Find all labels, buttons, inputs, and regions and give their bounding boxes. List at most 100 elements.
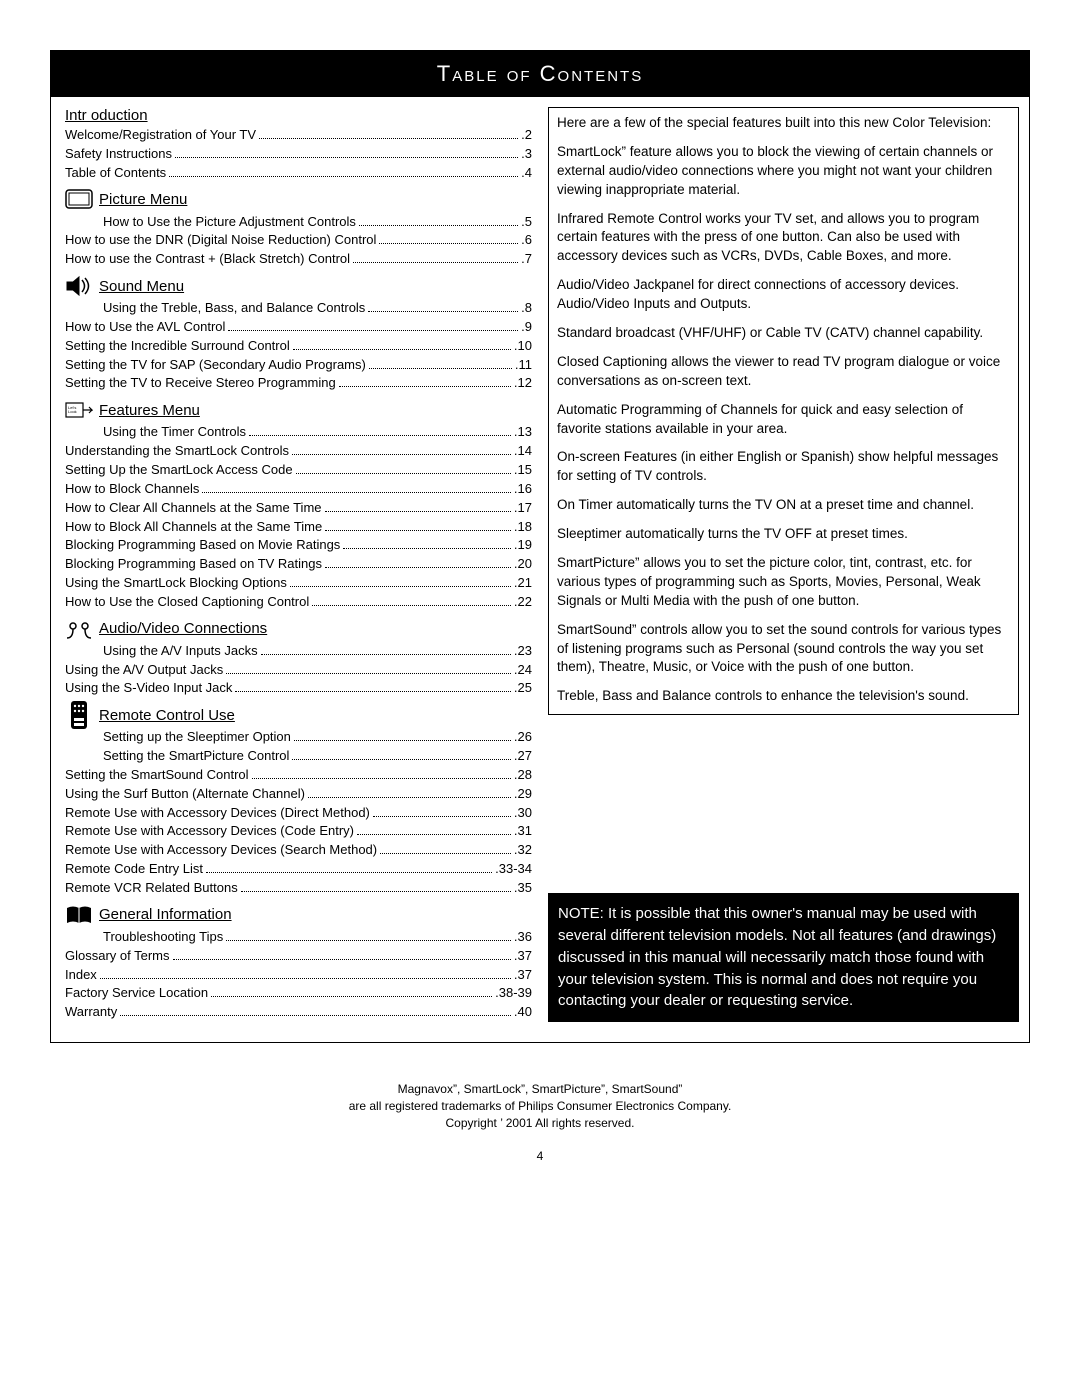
dot-leader: [173, 959, 511, 960]
toc-entry-title: Table of Contents: [65, 164, 166, 183]
dot-leader: [293, 349, 511, 350]
dot-leader: [261, 654, 511, 655]
feature-paragraph: Infrared Remote Control works your TV se…: [557, 210, 1010, 267]
toc-entry: Troubleshooting Tips.36: [65, 928, 532, 947]
toc-entry-title: Using the S-Video Input Jack: [65, 679, 232, 698]
toc-entry-page: .21: [514, 574, 532, 593]
toc-entry-page: .29: [514, 785, 532, 804]
feature-paragraph: Automatic Programming of Channels for qu…: [557, 401, 1010, 439]
dot-leader: [259, 138, 518, 139]
toc-entry-page: .25: [514, 679, 532, 698]
dot-leader: [343, 548, 511, 549]
look-icon: Let'sLook: [65, 399, 93, 421]
section-heading: Sound Menu: [65, 275, 532, 297]
toc-entry: How to Block Channels.16: [65, 480, 532, 499]
dot-leader: [368, 311, 518, 312]
cable-icon: [65, 618, 93, 640]
toc-entry-title: Remote VCR Related Buttons: [65, 879, 238, 898]
section-heading: Remote Control Use: [65, 704, 532, 726]
section-heading-text: General Information: [99, 906, 232, 923]
dot-leader: [100, 978, 511, 979]
feature-paragraph: Treble, Bass and Balance controls to enh…: [557, 687, 1010, 706]
toc-entry-page: .37: [514, 947, 532, 966]
toc-entry: Index .37: [65, 966, 532, 985]
toc-entry: How to Use the AVL Control.9: [65, 318, 532, 337]
dot-leader: [359, 225, 518, 226]
toc-entry-title: Setting Up the SmartLock Access Code: [65, 461, 293, 480]
trademark-footer: Magnavox”, SmartLock”, SmartPicture”, Sm…: [50, 1081, 1030, 1131]
section-heading-text: Remote Control Use: [99, 707, 235, 724]
toc-entry: Remote VCR Related Buttons .35: [65, 879, 532, 898]
toc-entry-page: .3: [521, 145, 532, 164]
section-heading: Let'sLookFeatures Menu: [65, 399, 532, 421]
section-heading-text: Sound Menu: [99, 278, 184, 295]
toc-entry: Glossary of Terms.37: [65, 947, 532, 966]
toc-entry-title: How to Use the AVL Control: [65, 318, 225, 337]
remote-icon: [65, 704, 93, 726]
note-box: NOTE: It is possible that this owner's m…: [548, 893, 1019, 1022]
dot-leader: [235, 691, 511, 692]
dot-leader: [290, 586, 511, 587]
toc-entry-page: .36: [514, 928, 532, 947]
toc-entry-page: .35: [514, 879, 532, 898]
svg-text:Look: Look: [68, 409, 77, 414]
toc-entry-page: .32: [514, 841, 532, 860]
title-bar: Table of Contents: [51, 51, 1029, 97]
toc-entry: Setting Up the SmartLock Access Code.15: [65, 461, 532, 480]
toc-entry: Using the S-Video Input Jack .25: [65, 679, 532, 698]
dot-leader: [228, 330, 518, 331]
toc-entry-title: Remote Code Entry List: [65, 860, 203, 879]
toc-entry-title: How to Clear All Channels at the Same Ti…: [65, 499, 322, 518]
toc-entry: Table of Contents .4: [65, 164, 532, 183]
toc-entry: Setting the TV to Receive Stereo Program…: [65, 374, 532, 393]
dot-leader: [380, 853, 511, 854]
toc-entry-page: .40: [514, 1003, 532, 1022]
toc-entry-page: .31: [514, 822, 532, 841]
toc-entry: Using the A/V Inputs Jacks.23: [65, 642, 532, 661]
toc-entry-title: Safety Instructions: [65, 145, 172, 164]
dot-leader: [206, 872, 492, 873]
toc-entry-title: How to use the Contrast + (Black Stretch…: [65, 250, 350, 269]
dot-leader: [226, 940, 511, 941]
toc-entry-page: .27: [514, 747, 532, 766]
toc-entry-page: .8: [521, 299, 532, 318]
toc-entry: Understanding the SmartLock Controls.14: [65, 442, 532, 461]
toc-entry-page: .33-34: [495, 860, 532, 879]
features-intro: Here are a few of the special features b…: [557, 114, 1010, 133]
toc-entry-page: .4: [521, 164, 532, 183]
toc-entry-page: .37: [514, 966, 532, 985]
toc-entry: How to Clear All Channels at the Same Ti…: [65, 499, 532, 518]
section-heading: Picture Menu: [65, 189, 532, 211]
toc-entry-title: Setting the TV to Receive Stereo Program…: [65, 374, 336, 393]
feature-paragraph: Audio/Video Jackpanel for direct connect…: [557, 276, 1010, 314]
feature-paragraph: On-screen Features (in either English or…: [557, 448, 1010, 486]
toc-entry-page: .23: [514, 642, 532, 661]
toc-entry-page: .28: [514, 766, 532, 785]
dot-leader: [292, 759, 511, 760]
toc-entry: Factory Service Location.38-39: [65, 984, 532, 1003]
toc-entry-title: Index: [65, 966, 97, 985]
toc-entry: Blocking Programming Based on TV Ratings…: [65, 555, 532, 574]
toc-entry-title: How to use the DNR (Digital Noise Reduct…: [65, 231, 376, 250]
toc-column: Intr oductionWelcome/Registration of You…: [51, 97, 540, 1042]
features-box: Here are a few of the special features b…: [548, 107, 1019, 715]
toc-entry-title: Setting the TV for SAP (Secondary Audio …: [65, 356, 366, 375]
toc-entry-page: .5: [521, 213, 532, 232]
toc-entry-title: Setting the SmartPicture Control: [103, 747, 289, 766]
toc-entry-page: .20: [514, 555, 532, 574]
toc-entry: Using the Surf Button (Alternate Channel…: [65, 785, 532, 804]
section-heading: Intr oduction: [65, 107, 532, 124]
toc-entry-title: Using the Surf Button (Alternate Channel…: [65, 785, 305, 804]
toc-entry-title: How to Block Channels: [65, 480, 199, 499]
feature-paragraph: SmartLock” feature allows you to block t…: [557, 143, 1010, 200]
trademark-line1: Magnavox”, SmartLock”, SmartPicture”, Sm…: [50, 1081, 1030, 1098]
dot-leader: [357, 834, 511, 835]
dot-leader: [294, 740, 511, 741]
dot-leader: [226, 673, 511, 674]
toc-entry: Remote Use with Accessory Devices (Code …: [65, 822, 532, 841]
toc-entry-title: Remote Use with Accessory Devices (Searc…: [65, 841, 377, 860]
toc-entry-title: Factory Service Location: [65, 984, 208, 1003]
toc-entry: Using the Treble, Bass, and Balance Cont…: [65, 299, 532, 318]
dot-leader: [252, 778, 511, 779]
dot-leader: [325, 530, 511, 531]
